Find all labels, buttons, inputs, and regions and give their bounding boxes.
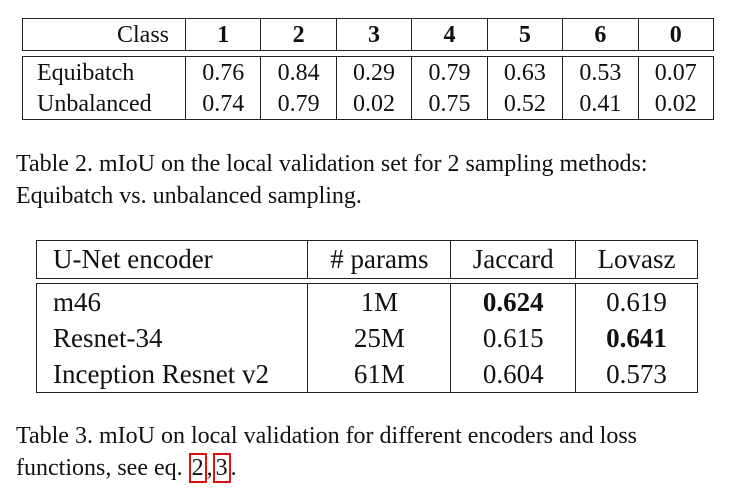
table-2-header-cell: 3 — [335, 18, 413, 51]
table-cell: 0.52 — [486, 88, 564, 120]
table-row: Equibatch 0.76 0.84 0.29 0.79 0.63 0.53 … — [22, 56, 715, 88]
row-label: Unbalanced — [22, 88, 186, 120]
table-3-header-row: U-Net encoder # params Jaccard Lovasz — [35, 240, 698, 279]
lovasz-cell: 0.573 — [575, 356, 698, 393]
table-cell: 0.07 — [637, 56, 715, 88]
table-row: m46 1M 0.624 0.619 — [35, 283, 698, 320]
table-2-header-cell: 6 — [562, 18, 639, 51]
lovasz-cell: 0.619 — [575, 283, 698, 320]
table-cell: 0.84 — [260, 56, 337, 88]
lovasz-cell-best: 0.641 — [575, 320, 698, 356]
equation-ref-link[interactable]: 3 — [212, 453, 231, 483]
table-cell: 0.02 — [637, 88, 715, 120]
table-2: Class 1 2 3 4 5 6 0 Equibatch 0.76 0.84 … — [22, 18, 715, 120]
jaccard-cell: 0.615 — [450, 320, 577, 356]
table-2-caption: Table 2. mIoU on the local validation se… — [16, 148, 736, 212]
table-2-header-cell: 0 — [637, 18, 715, 51]
table-2-header-cell: 5 — [486, 18, 564, 51]
table-cell: 0.29 — [335, 56, 413, 88]
table-2-header-class: Class — [22, 18, 186, 51]
table-2-header-cell: 4 — [411, 18, 488, 51]
table-cell: 0.41 — [562, 88, 639, 120]
table-cell: 0.74 — [184, 88, 262, 120]
caption-line: Equibatch vs. unbalanced sampling. — [16, 183, 362, 209]
table-row: Inception Resnet v2 61M 0.604 0.573 — [35, 356, 698, 393]
caption-line: functions, see eq. — [16, 455, 189, 481]
params-cell: 25M — [307, 320, 452, 356]
table-row: Unbalanced 0.74 0.79 0.02 0.75 0.52 0.41… — [22, 88, 715, 120]
table-3-header-jaccard: Jaccard — [450, 240, 577, 279]
jaccard-cell: 0.604 — [450, 356, 577, 393]
table-cell: 0.75 — [411, 88, 488, 120]
encoder-name: m46 — [35, 283, 309, 320]
caption-line: Table 2. mIoU on the local validation se… — [16, 151, 648, 177]
encoder-name: Inception Resnet v2 — [35, 356, 309, 393]
table-3-header-encoder: U-Net encoder — [35, 240, 309, 279]
ref-separator: , — [206, 455, 213, 481]
table-3-header-params: # params — [307, 240, 452, 279]
equation-ref-link[interactable]: 2 — [188, 453, 207, 483]
row-label: Equibatch — [22, 56, 186, 88]
params-cell: 1M — [307, 283, 452, 320]
table-cell: 0.63 — [486, 56, 564, 88]
table-cell: 0.79 — [260, 88, 337, 120]
table-cell: 0.02 — [335, 88, 413, 120]
params-cell: 61M — [307, 356, 452, 393]
encoder-name: Resnet-34 — [35, 320, 309, 356]
table-2-header-row: Class 1 2 3 4 5 6 0 — [22, 18, 715, 51]
caption-line: Table 3. mIoU on local validation for di… — [16, 423, 638, 449]
table-2-header-cell: 2 — [260, 18, 337, 51]
table-2-header-cell: 1 — [184, 18, 262, 51]
jaccard-cell-best: 0.624 — [450, 283, 577, 320]
table-row: Resnet-34 25M 0.615 0.641 — [35, 320, 698, 356]
table-cell: 0.53 — [562, 56, 639, 88]
table-cell: 0.76 — [184, 56, 262, 88]
table-3-caption: Table 3. mIoU on local validation for di… — [16, 420, 736, 484]
table-cell: 0.79 — [411, 56, 488, 88]
table-3-header-lovasz: Lovasz — [575, 240, 698, 279]
caption-end: . — [230, 455, 237, 481]
table-3: U-Net encoder # params Jaccard Lovasz m4… — [35, 240, 698, 393]
